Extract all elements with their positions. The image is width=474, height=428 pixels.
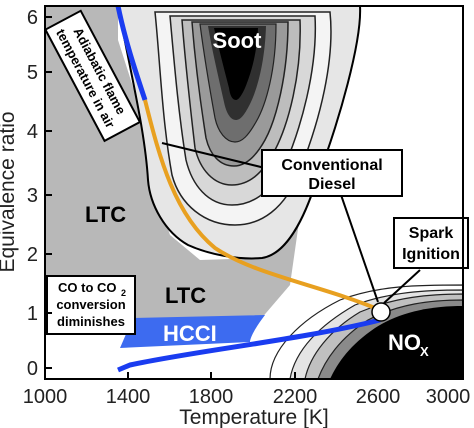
y-tick-label: 4 (27, 121, 38, 143)
adiabatic-curve-blue-lower (117, 317, 381, 373)
soot-label: Soot (213, 28, 263, 53)
x-axis-label: Temperature [K] (179, 406, 328, 428)
x-tick-label: 2600 (356, 386, 401, 408)
co-callout-subscript: 2 (121, 288, 126, 298)
y-tick-label: 0 (27, 358, 38, 380)
leader-lines (161, 142, 421, 304)
x-tick-label: 3000 (426, 386, 471, 408)
x-tick-label: 1800 (189, 386, 234, 408)
y-tick-label: 5 (27, 62, 38, 84)
co-conversion-callout: CO to CO 2 conversion diminishes (46, 275, 136, 335)
spark-ignition-point (371, 302, 391, 322)
y-tick-label: 2 (27, 244, 38, 266)
x-tick-label: 1000 (23, 386, 68, 408)
nox-contours (269, 284, 464, 380)
conventional-callout-line2: Diesel (308, 176, 355, 193)
adiabatic-curve-orange (143, 99, 381, 312)
co-callout-line3: diminishes (57, 314, 125, 329)
x-axis-ticks (44, 372, 462, 379)
hcci-region (120, 315, 265, 348)
plot-frame (44, 5, 464, 380)
nox-subscript: X (420, 344, 429, 359)
y-axis-ticks (45, 16, 52, 369)
conventional-diesel-callout: Conventional Diesel (261, 149, 403, 197)
co-callout-line1: CO to CO (58, 280, 117, 295)
ltc-lower-label: LTC (165, 283, 206, 308)
x-tick-label: 1400 (106, 386, 151, 408)
spark-ignition-callout: Spark Ignition (393, 217, 469, 269)
adiabatic-curve-blue-upper (115, 5, 148, 101)
y-tick-label: 1 (27, 303, 38, 325)
y-axis-label: Equivalence ratio (0, 111, 19, 272)
y-tick-label: 6 (27, 7, 38, 29)
hcci-label: HCCI (163, 321, 217, 346)
conventional-callout-line1: Conventional (281, 157, 382, 174)
ltc-upper-label: LTC (85, 202, 126, 227)
y-tick-label: 3 (27, 185, 38, 207)
nox-label: NO (388, 330, 421, 355)
spark-callout-line2: Ignition (402, 246, 460, 263)
x-tick-label: 2200 (273, 386, 318, 408)
spark-callout-line1: Spark (409, 225, 454, 242)
co-callout-line2: conversion (56, 297, 125, 312)
